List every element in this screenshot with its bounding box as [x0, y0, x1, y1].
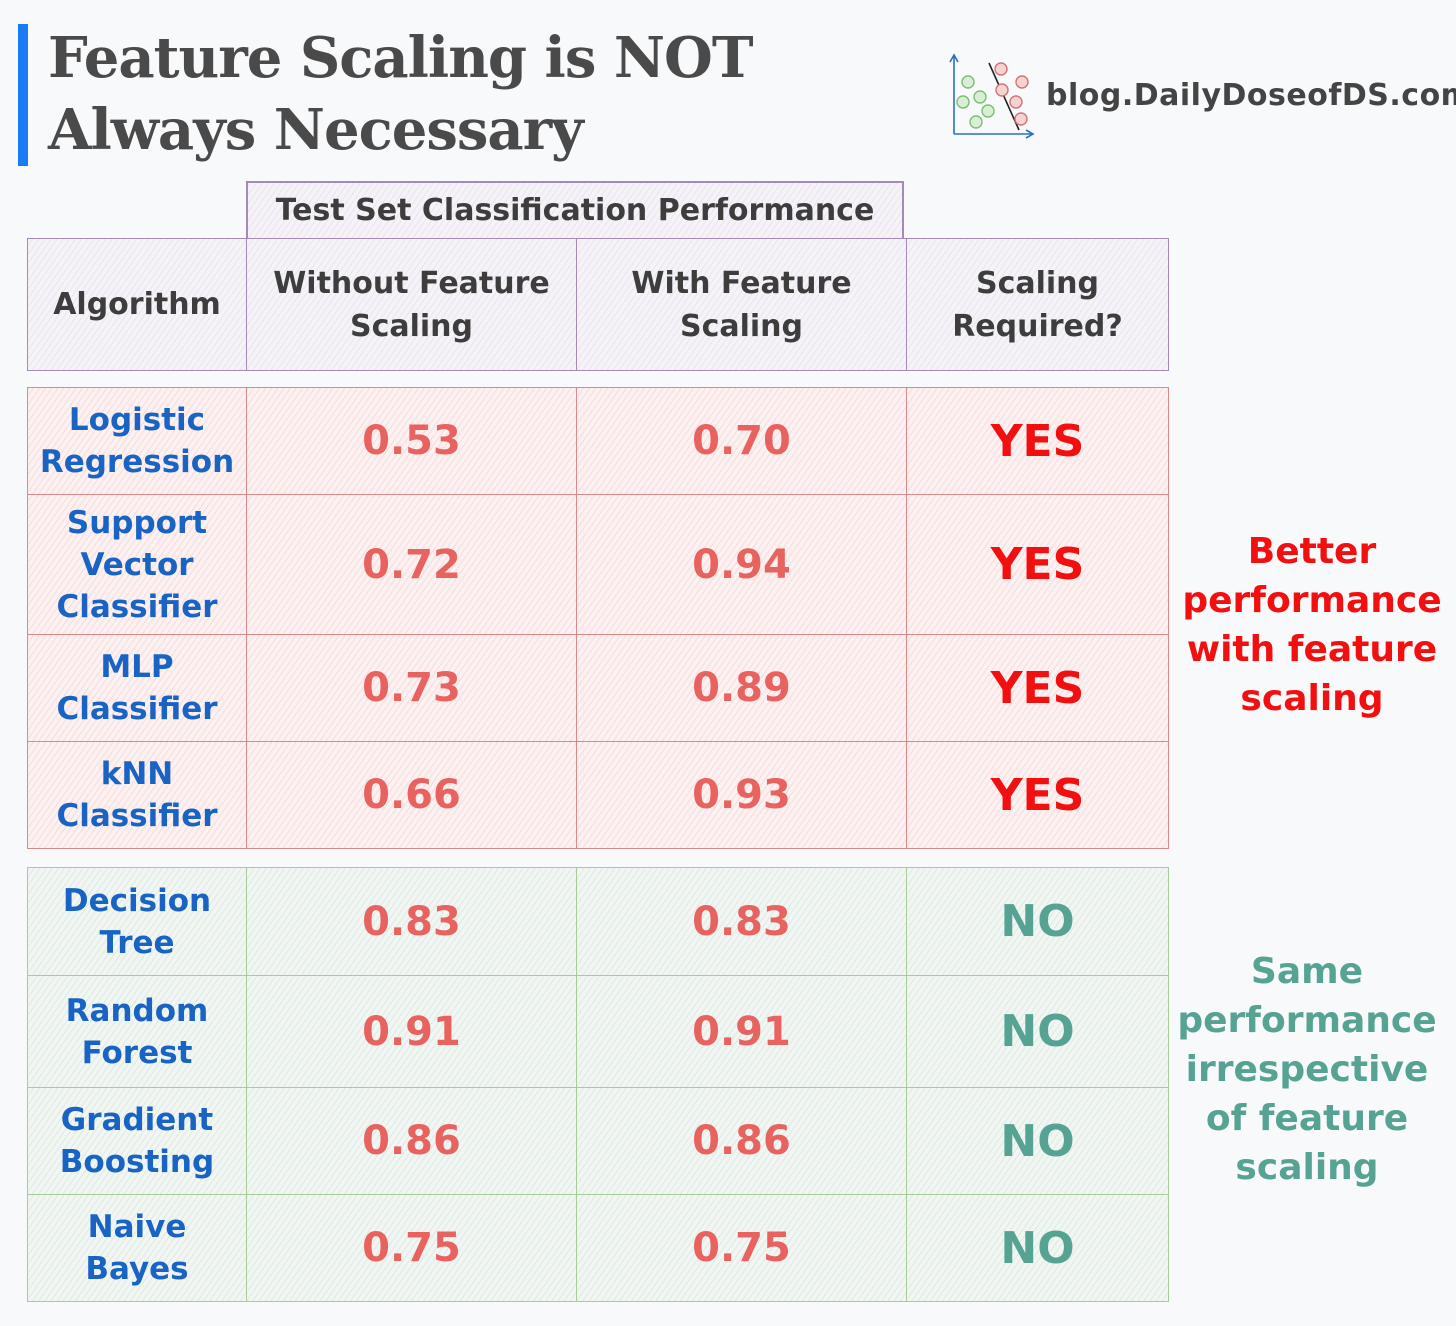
header-text: Scaling [349, 308, 474, 344]
score-without-scaling: 0.91 [246, 975, 577, 1088]
table-row: Logistic Regression 0.53 0.70 YES [27, 387, 1169, 495]
score-without-scaling: 0.83 [246, 867, 577, 976]
algorithm-name: Random Forest [27, 975, 247, 1088]
super-header: Test Set Classification Performance [246, 181, 904, 238]
header-text: Scaling [679, 308, 804, 344]
algorithm-name: kNN Classifier [27, 741, 247, 849]
table-group-scaling-not-required: Decision Tree 0.83 0.83 NO Random Forest 0… [27, 867, 1169, 1302]
score-with-scaling: 0.91 [576, 975, 907, 1088]
score-with-scaling: 0.83 [576, 867, 907, 976]
algorithm-name: Support Vector Classifier [27, 494, 247, 635]
score-without-scaling: 0.66 [246, 741, 577, 849]
algorithm-name: MLP Classifier [27, 634, 247, 742]
algorithm-name: Naive Bayes [27, 1194, 247, 1302]
column-header-scaling-required: Scaling Required? [906, 238, 1169, 371]
score-without-scaling: 0.86 [246, 1087, 577, 1195]
score-with-scaling: 0.70 [576, 387, 907, 495]
algorithm-name: Logistic Regression [27, 387, 247, 495]
scaling-required-badge: YES [906, 634, 1169, 742]
scaling-required-badge: NO [906, 867, 1169, 976]
table-group-scaling-required: Logistic Regression 0.53 0.70 YES Support… [27, 387, 1169, 849]
header-text: Scaling [975, 265, 1100, 301]
score-with-scaling: 0.94 [576, 494, 907, 635]
table-row: Naive Bayes 0.75 0.75 NO [27, 1194, 1169, 1302]
scaling-required-badge: YES [906, 494, 1169, 635]
score-without-scaling: 0.75 [246, 1194, 577, 1302]
title-accent-bar [18, 24, 28, 166]
table-row: Decision Tree 0.83 0.83 NO [27, 867, 1169, 976]
scatter-classifier-logo-icon [949, 53, 1035, 139]
scaling-required-badge: YES [906, 741, 1169, 849]
scaling-required-badge: NO [906, 1194, 1169, 1302]
column-header-with-scaling: With Feature Scaling [576, 238, 907, 371]
brand-url: blog.DailyDoseofDS.com [1046, 77, 1456, 113]
header-text: Required? [952, 308, 1123, 344]
table-row: Support Vector Classifier 0.72 0.94 YES [27, 494, 1169, 635]
page-title: Feature Scaling is NOT Always Necessary [48, 22, 753, 166]
column-header-without-scaling: Without Feature Scaling [246, 238, 577, 371]
table-row: kNN Classifier 0.66 0.93 YES [27, 741, 1169, 849]
score-with-scaling: 0.93 [576, 741, 907, 849]
algorithm-name: Decision Tree [27, 867, 247, 976]
table-header: Algorithm Without Feature Scaling With F… [27, 238, 1169, 371]
title-line-1: Feature Scaling is NOT [48, 25, 753, 91]
score-with-scaling: 0.89 [576, 634, 907, 742]
table-row: MLP Classifier 0.73 0.89 YES [27, 634, 1169, 742]
score-with-scaling: 0.86 [576, 1087, 907, 1195]
table-row: Random Forest 0.91 0.91 NO [27, 975, 1169, 1088]
column-header-algorithm: Algorithm [27, 238, 247, 371]
scaling-required-badge: YES [906, 387, 1169, 495]
table-row: Gradient Boosting 0.86 0.86 NO [27, 1087, 1169, 1195]
header-text: With Feature [631, 265, 852, 301]
scaling-required-badge: NO [906, 1087, 1169, 1195]
score-without-scaling: 0.53 [246, 387, 577, 495]
score-without-scaling: 0.73 [246, 634, 577, 742]
score-with-scaling: 0.75 [576, 1194, 907, 1302]
annotation-better-performance: Better performance with feature scaling [1182, 531, 1442, 719]
annotation-same-performance: Same performance irrespective of feature sca… [1177, 951, 1437, 1188]
score-without-scaling: 0.72 [246, 494, 577, 635]
title-line-2: Always Necessary [48, 97, 584, 163]
brand: blog.DailyDoseofDS.com [944, 50, 1456, 140]
header-text: Without Feature [273, 265, 550, 301]
scaling-required-badge: NO [906, 975, 1169, 1088]
algorithm-name: Gradient Boosting [27, 1087, 247, 1195]
